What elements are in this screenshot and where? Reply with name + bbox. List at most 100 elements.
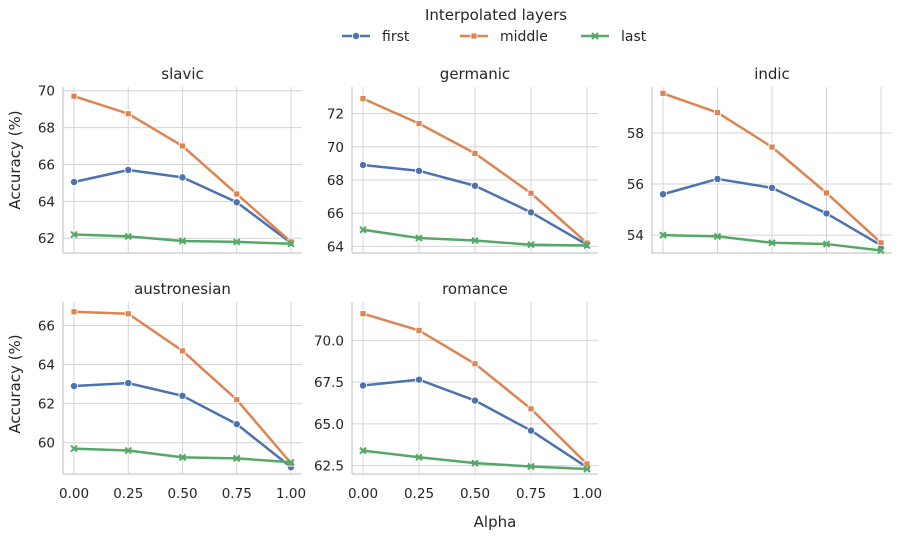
y-tick-label: 67.5 (314, 375, 344, 391)
data-point-last (877, 246, 885, 255)
x-tick-label: 1.00 (572, 486, 602, 502)
data-point-last (659, 231, 667, 239)
y-tick-label: 66 (38, 157, 55, 173)
panel-title: germanic (440, 65, 510, 83)
series-last (659, 231, 885, 255)
y-tick-label: 70.0 (314, 333, 344, 349)
data-point-middle (583, 460, 591, 468)
y-tick-label: 62.5 (314, 459, 344, 475)
data-point-middle (179, 142, 186, 150)
data-point-first (768, 183, 777, 192)
data-point-last (124, 446, 132, 455)
panel-indic: indic 54 56 58 (627, 65, 892, 255)
legend-entry-last: last (581, 29, 647, 45)
legend-entry-first: first (342, 29, 410, 45)
data-point-first (70, 382, 79, 391)
series-last (359, 446, 591, 473)
data-point-first (470, 181, 479, 190)
y-tick-label: 72 (327, 107, 344, 123)
data-point-middle (70, 92, 78, 100)
x-tick-label: 0.75 (516, 486, 546, 502)
data-point-middle (823, 189, 830, 197)
data-point-last (287, 458, 295, 466)
data-point-last (178, 453, 187, 462)
legend-label-middle: middle (500, 29, 548, 45)
data-point-middle (415, 120, 423, 127)
data-point-first (822, 209, 831, 218)
y-tick-label: 64 (327, 239, 344, 255)
data-point-last (527, 240, 535, 249)
data-point-last (768, 239, 776, 247)
legend-label-last: last (621, 29, 647, 45)
data-point-first (358, 381, 367, 390)
panel-title: austronesian (134, 280, 231, 298)
y-tick-label: 64 (38, 194, 55, 210)
x-tick-label: 0.25 (404, 486, 434, 502)
legend-marker-last (591, 32, 599, 40)
data-point-last (70, 230, 78, 239)
data-point-first (358, 161, 367, 170)
data-point-middle (714, 109, 721, 116)
data-point-first (178, 173, 187, 182)
y-tick-label: 62 (38, 231, 55, 247)
data-point-first (178, 391, 187, 400)
data-point-last (713, 232, 722, 241)
panel-title: slavic (161, 65, 203, 83)
legend: Interpolated layers first middle last (342, 6, 647, 45)
series-middle (659, 89, 885, 247)
data-point-last (415, 453, 423, 462)
y-tick-label: 70 (327, 140, 344, 156)
series-last (70, 230, 295, 248)
legend-label-first: first (382, 29, 410, 45)
series-last (359, 226, 591, 250)
y-tick-label: 62 (38, 397, 55, 413)
y-tick-label: 70 (38, 84, 55, 100)
series-last (70, 444, 295, 466)
data-point-first (470, 396, 479, 405)
data-point-first (124, 379, 133, 388)
legend-title: Interpolated layers (425, 6, 567, 24)
y-tick-label: 58 (627, 126, 644, 142)
data-point-last (583, 241, 591, 250)
data-point-middle (768, 143, 776, 151)
data-point-first (414, 375, 423, 384)
y-tick-label: 60 (38, 436, 55, 452)
x-tick-label: 0.75 (222, 486, 252, 502)
panel-slavic: slavic 62 64 66 68 70 (38, 65, 302, 254)
panel-romance: romance 62.5 65.0 67.5 70.0 0.00 0.25 0.50 0.75 1… (314, 280, 602, 502)
data-point-middle (877, 239, 885, 247)
data-point-last (233, 238, 241, 246)
y-tick-label: 54 (627, 228, 644, 244)
x-tick-label: 0.50 (167, 486, 197, 502)
data-point-middle (471, 360, 479, 368)
data-point-middle (233, 396, 241, 404)
y-tick-label: 66 (327, 206, 344, 222)
y-axis-label-row-2: Accuracy (%) (6, 334, 24, 433)
series-first (70, 379, 295, 472)
y-tick-label: 68 (327, 173, 344, 189)
y-tick-label: 66 (38, 318, 55, 334)
x-tick-label: 1.00 (276, 486, 306, 502)
data-point-middle (124, 110, 132, 118)
x-axis-label: Alpha (474, 513, 517, 531)
data-point-first (527, 208, 536, 217)
x-tick-label: 0.25 (113, 486, 143, 502)
series-middle (359, 310, 591, 468)
data-point-last (471, 236, 479, 245)
data-point-middle (527, 405, 535, 413)
data-point-last (359, 446, 367, 455)
data-point-last (70, 444, 78, 453)
data-point-first (70, 177, 79, 186)
data-point-middle (124, 310, 132, 318)
data-point-first (414, 166, 423, 175)
data-point-first (232, 420, 241, 429)
panel-title: indic (754, 65, 790, 83)
series-middle (359, 95, 591, 247)
y-tick-label: 64 (38, 358, 55, 374)
data-point-middle (359, 95, 367, 103)
data-point-first (124, 165, 133, 174)
legend-entry-middle: middle (460, 29, 548, 45)
data-point-last (359, 226, 367, 234)
data-point-last (415, 234, 423, 242)
